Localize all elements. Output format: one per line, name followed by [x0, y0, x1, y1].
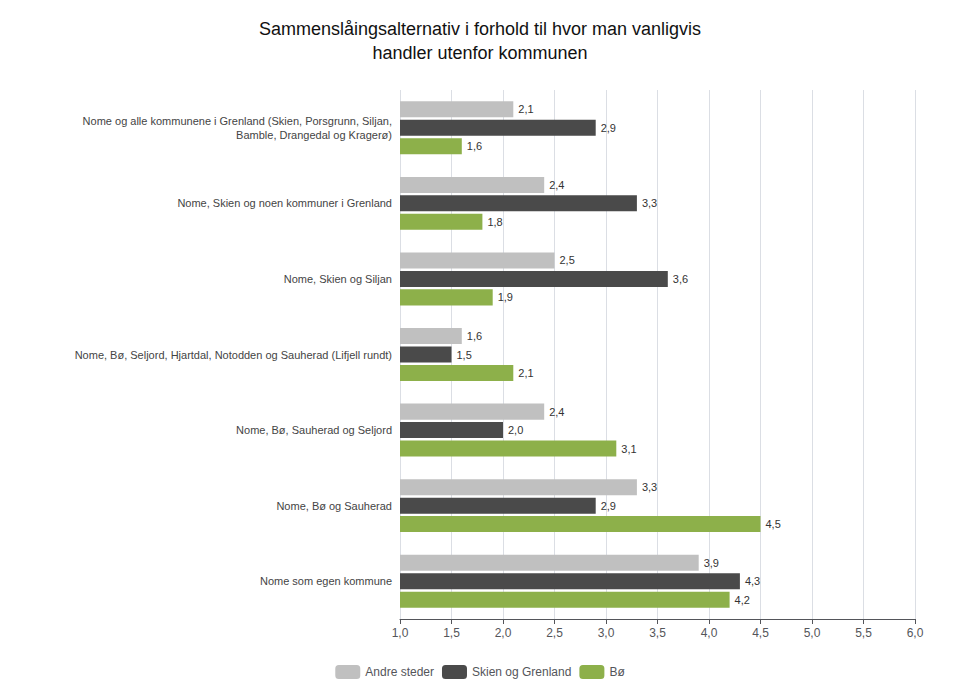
- svg-text:3,9: 3,9: [704, 557, 719, 569]
- svg-text:Nome og alle kommunene i Grenl: Nome og alle kommunene i Grenland (Skien…: [83, 115, 392, 127]
- svg-text:1,8: 1,8: [487, 216, 502, 228]
- svg-text:4,5: 4,5: [766, 518, 781, 530]
- svg-text:4,5: 4,5: [752, 626, 769, 640]
- svg-text:Nome, Skien og noen kommuner i: Nome, Skien og noen kommuner i Grenland: [177, 197, 392, 209]
- svg-text:Skien og Grenland: Skien og Grenland: [472, 665, 571, 679]
- svg-text:3,3: 3,3: [642, 481, 657, 493]
- svg-text:1,5: 1,5: [457, 349, 472, 361]
- svg-text:2,9: 2,9: [601, 122, 616, 134]
- svg-text:3,0: 3,0: [598, 626, 615, 640]
- svg-text:Nome, Bø, Seljord, Hjartdal, N: Nome, Bø, Seljord, Hjartdal, Notodden og…: [75, 349, 392, 361]
- svg-text:Sammenslåingsalternativ i forh: Sammenslåingsalternativ i forhold til hv…: [259, 19, 701, 39]
- svg-text:2,1: 2,1: [518, 367, 533, 379]
- svg-text:handler utenfor kommunen: handler utenfor kommunen: [372, 43, 587, 63]
- svg-text:Nome som egen kommune: Nome som egen kommune: [260, 575, 392, 587]
- svg-text:6,0: 6,0: [907, 626, 924, 640]
- svg-text:1,0: 1,0: [392, 626, 409, 640]
- svg-text:2,5: 2,5: [546, 626, 563, 640]
- svg-text:4,2: 4,2: [735, 594, 750, 606]
- svg-text:2,4: 2,4: [549, 406, 564, 418]
- svg-text:Andre steder: Andre steder: [365, 665, 434, 679]
- svg-text:1,6: 1,6: [467, 330, 482, 342]
- svg-text:2,4: 2,4: [549, 179, 564, 191]
- svg-text:2,5: 2,5: [560, 254, 575, 266]
- svg-text:Nome, Bø og Sauherad: Nome, Bø og Sauherad: [276, 500, 392, 512]
- svg-text:1,6: 1,6: [467, 140, 482, 152]
- svg-text:Bamble, Drangedal og Kragerø): Bamble, Drangedal og Kragerø): [236, 129, 392, 141]
- svg-text:5,0: 5,0: [804, 626, 821, 640]
- svg-text:4,0: 4,0: [701, 626, 718, 640]
- svg-text:1,9: 1,9: [498, 291, 513, 303]
- svg-text:3,1: 3,1: [621, 443, 636, 455]
- svg-text:4,3: 4,3: [745, 575, 760, 587]
- svg-text:2,0: 2,0: [495, 626, 512, 640]
- svg-text:Nome, Skien og Siljan: Nome, Skien og Siljan: [284, 273, 392, 285]
- svg-text:Nome, Bø, Sauherad og Seljord: Nome, Bø, Sauherad og Seljord: [236, 424, 392, 436]
- svg-text:2,0: 2,0: [508, 424, 523, 436]
- svg-text:2,9: 2,9: [601, 500, 616, 512]
- svg-text:3,6: 3,6: [673, 273, 688, 285]
- svg-text:1,5: 1,5: [443, 626, 460, 640]
- svg-text:2,1: 2,1: [518, 103, 533, 115]
- svg-text:3,5: 3,5: [649, 626, 666, 640]
- svg-text:Bø: Bø: [609, 665, 625, 679]
- svg-text:3,3: 3,3: [642, 197, 657, 209]
- svg-text:5,5: 5,5: [855, 626, 872, 640]
